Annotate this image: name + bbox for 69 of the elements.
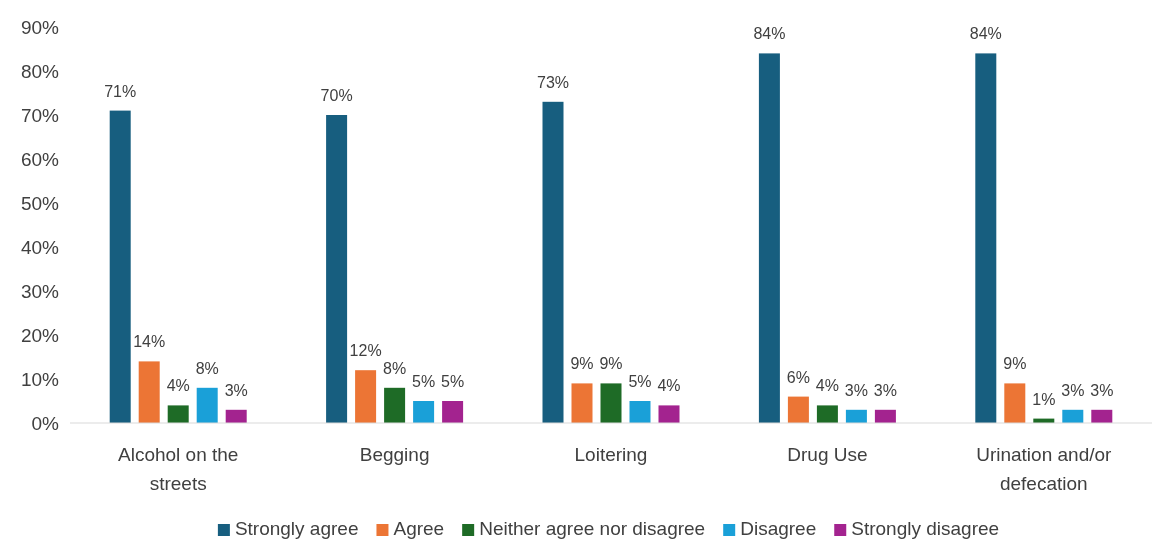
bar (442, 401, 464, 423)
text: 71% (104, 82, 137, 100)
bar (326, 115, 348, 423)
text: 73% (536, 73, 570, 91)
text: 84% (969, 25, 1002, 43)
bar (845, 409, 867, 423)
text: 3% (873, 381, 897, 399)
bar (138, 361, 160, 423)
bar (600, 383, 622, 423)
y-tick-label: 90% (20, 16, 60, 38)
y-tick-label: 50% (20, 192, 60, 214)
text: 8% (195, 359, 219, 377)
text: 3% (224, 381, 248, 399)
bar (225, 409, 247, 423)
text: 6% (786, 368, 810, 386)
text: 3% (844, 381, 868, 399)
bar (629, 401, 651, 423)
text: 12% (349, 342, 382, 360)
text: 5% (441, 373, 465, 390)
text: 9% (1003, 355, 1027, 373)
text: 8% (383, 359, 407, 377)
bar (1062, 409, 1084, 423)
legend-label: Disagree (740, 518, 817, 539)
text: 3% (1090, 381, 1114, 399)
x-tick-label: Begging (359, 444, 430, 465)
y-tick-label: 60% (20, 148, 60, 170)
bar (384, 387, 406, 423)
text: 84% (753, 25, 786, 43)
bar (542, 101, 564, 423)
bar (167, 405, 189, 423)
bar (758, 53, 780, 423)
text: 70% (320, 87, 353, 104)
text: 4% (657, 377, 681, 395)
text: 9% (570, 355, 594, 373)
bar (571, 383, 593, 423)
text: 4% (166, 377, 190, 395)
bar (1004, 383, 1026, 423)
bar (413, 401, 435, 423)
text: 5% (412, 373, 436, 390)
x-tick-label: Alcohol on the streets (117, 444, 239, 495)
bar (874, 409, 896, 423)
bar (975, 53, 997, 423)
bar (196, 387, 218, 423)
legend-label: Strongly agree (234, 518, 359, 539)
bar (787, 396, 809, 423)
y-tick-label: 10% (20, 368, 60, 390)
legend-label: Strongly disagree (851, 518, 1000, 539)
y-tick-label: 0% (31, 412, 60, 434)
x-tick-label: Drug Use (787, 444, 868, 465)
legend-label: Agree (393, 518, 445, 539)
y-tick-label: 80% (20, 60, 60, 82)
y-tick-label: 70% (20, 104, 60, 126)
bar (109, 110, 131, 423)
bar (1091, 409, 1113, 423)
text: 4% (815, 377, 839, 395)
text: 5% (628, 373, 652, 390)
y-tick-label: 40% (20, 236, 60, 258)
y-tick-label: 30% (20, 280, 60, 302)
legend-label: Neither agree nor disagree (479, 518, 706, 539)
text: 3% (1061, 381, 1085, 399)
bar (658, 405, 680, 423)
y-tick-label: 20% (20, 324, 60, 346)
text: 9% (599, 355, 623, 373)
text: 1% (1032, 390, 1056, 408)
bar (355, 370, 377, 423)
x-tick-label: Urination and/or defecation (976, 444, 1113, 495)
text: 14% (133, 333, 166, 351)
bar (816, 405, 838, 423)
x-tick-label: Loitering (574, 444, 648, 465)
